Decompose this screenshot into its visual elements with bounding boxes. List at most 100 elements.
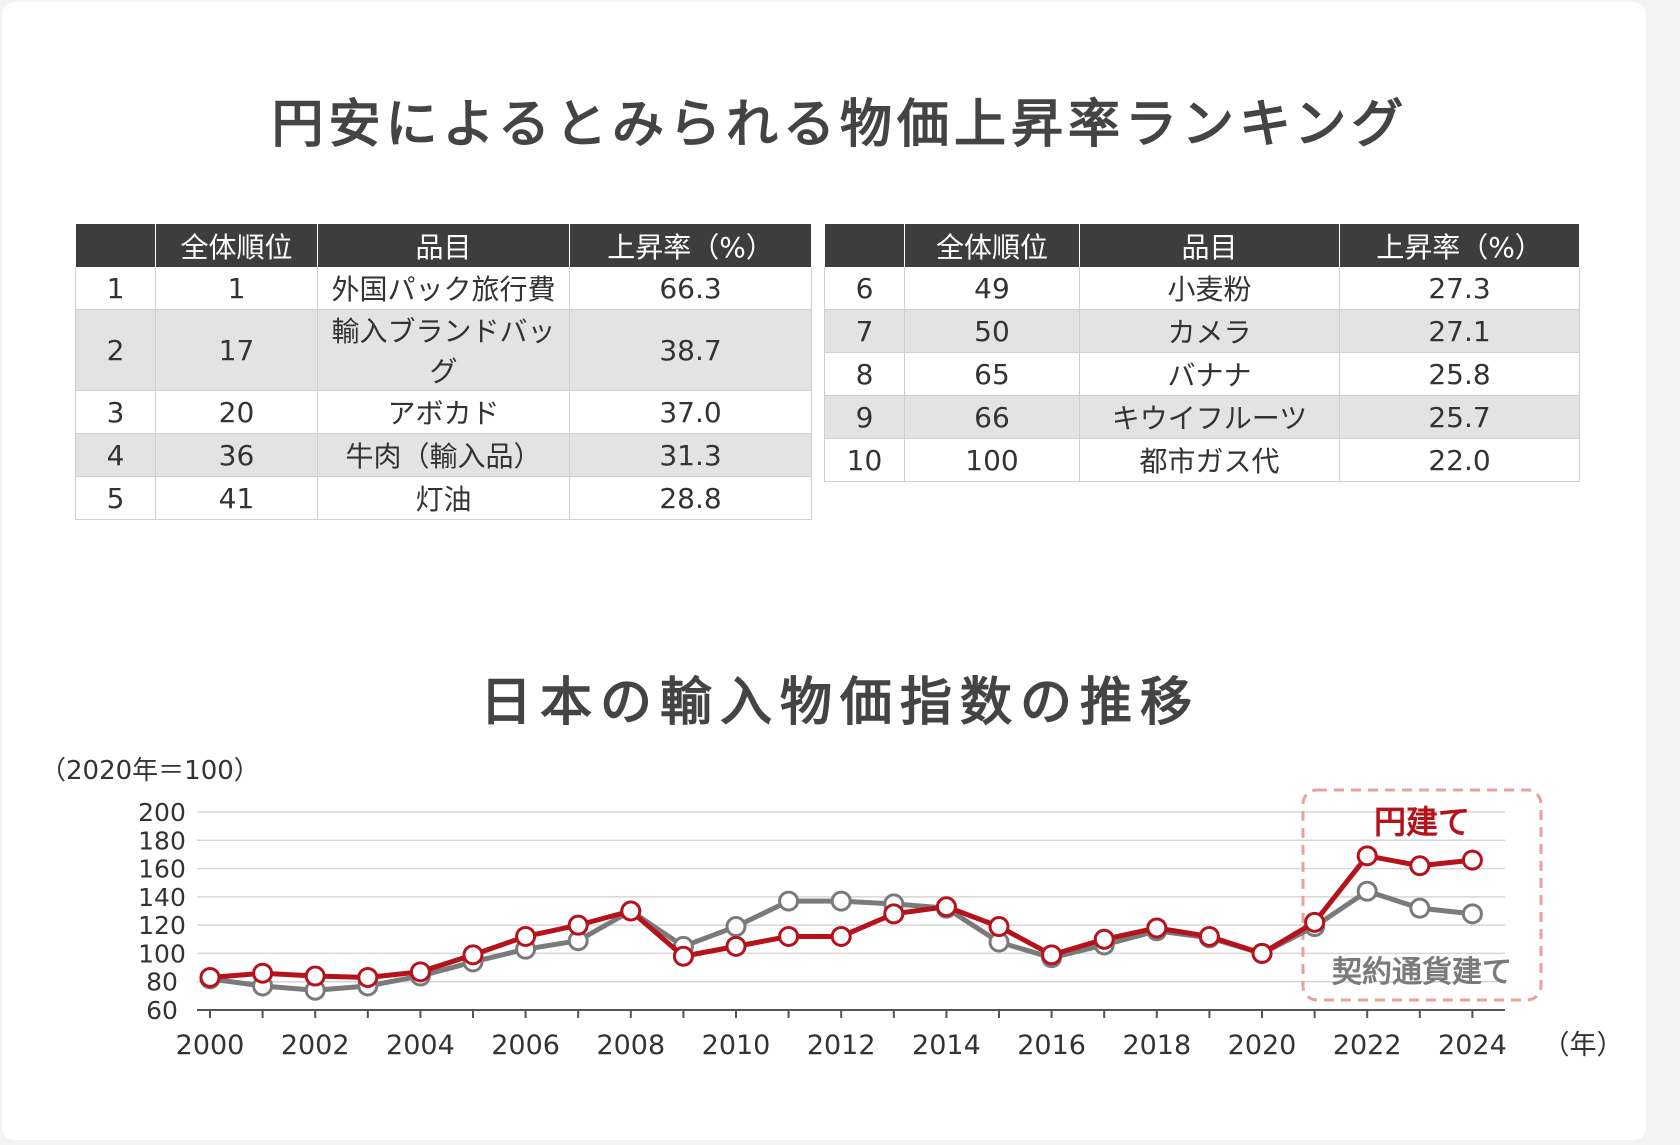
cell-item: バナナ <box>1079 352 1340 396</box>
data-point <box>409 961 431 983</box>
data-point <box>778 890 800 912</box>
x-axis-unit-label: （年） <box>1543 1030 1624 1061</box>
cell-rank: 49 <box>904 267 1080 310</box>
header-index <box>824 224 905 267</box>
data-point <box>1251 942 1273 964</box>
cell-rank: 1 <box>155 267 318 310</box>
cell-rate: 27.3 <box>1339 267 1580 310</box>
highlight-box <box>1301 788 1543 1002</box>
yen-series <box>199 845 1483 988</box>
table-row: 2 17 輸入ブランドバッグ 38.7 <box>75 309 812 391</box>
header-rate: 上昇率（%） <box>1339 224 1580 267</box>
series-line <box>209 853 1473 980</box>
y-tick-label: 120 <box>138 911 186 940</box>
ranking-table-right: 全体順位 品目 上昇率（%） 6 49 小麦粉 27.3 7 50 カメラ 27.1 8 65… <box>824 224 1580 482</box>
data-point <box>252 962 274 984</box>
data-point <box>883 903 905 925</box>
data-point <box>1356 880 1378 902</box>
card <box>2 2 1646 1140</box>
cell-index: 2 <box>75 309 156 391</box>
header-overall-rank: 全体順位 <box>904 224 1080 267</box>
cell-rate: 22.0 <box>1339 438 1580 482</box>
data-point <box>304 965 326 987</box>
table-row: 1 1 外国パック旅行費 66.3 <box>75 267 812 310</box>
table-row: 7 50 カメラ 27.1 <box>824 309 1580 353</box>
data-point <box>199 966 221 988</box>
data-point <box>1409 855 1431 877</box>
cell-rank: 65 <box>904 352 1080 396</box>
cell-rank: 100 <box>904 438 1080 482</box>
header-item: 品目 <box>317 224 570 267</box>
cell-index: 10 <box>824 438 905 482</box>
data-point <box>462 944 484 966</box>
data-point <box>725 916 747 938</box>
x-tick-label: 2000 <box>176 1030 245 1061</box>
table-row: 6 49 小麦粉 27.3 <box>824 267 1580 310</box>
table-row: 4 36 牛肉（輸入品） 31.3 <box>75 433 812 477</box>
data-point <box>1409 897 1431 919</box>
cell-item: 牛肉（輸入品） <box>317 433 570 477</box>
cell-rank: 17 <box>155 309 318 391</box>
data-point <box>725 935 747 957</box>
y-tick-label: 100 <box>138 939 186 968</box>
x-tick-label: 2016 <box>1017 1030 1086 1061</box>
table-header-row: 全体順位 品目 上昇率（%） <box>824 224 1580 267</box>
x-tick-label: 2006 <box>491 1030 560 1061</box>
data-point <box>357 966 379 988</box>
cell-rank: 66 <box>904 395 1080 439</box>
data-point <box>935 896 957 918</box>
table-row: 5 41 灯油 28.8 <box>75 476 812 520</box>
data-point <box>1356 845 1378 867</box>
header-overall-rank: 全体順位 <box>155 224 318 267</box>
cell-item: 輸入ブランドバッグ <box>317 309 570 391</box>
cell-rate: 38.7 <box>569 309 812 391</box>
x-tick-label: 2024 <box>1438 1030 1507 1061</box>
cell-item: 灯油 <box>317 476 570 520</box>
ranking-table-left: 全体順位 品目 上昇率（%） 1 1 外国パック旅行費 66.3 2 17 輸入ブランドバ… <box>75 224 812 520</box>
x-tick-label: 2002 <box>281 1030 350 1061</box>
cell-rate: 27.1 <box>1339 309 1580 353</box>
x-tick-label: 2010 <box>702 1030 771 1061</box>
data-point <box>1304 911 1326 933</box>
y-tick-label: 60 <box>146 996 178 1025</box>
data-point <box>567 914 589 936</box>
data-point <box>1146 917 1168 939</box>
x-tick-label: 2022 <box>1333 1030 1402 1061</box>
x-tick-label: 2020 <box>1228 1030 1297 1061</box>
cell-index: 5 <box>75 476 156 520</box>
table-row: 8 65 バナナ 25.8 <box>824 352 1580 396</box>
cell-item: カメラ <box>1079 309 1340 353</box>
x-tick-label: 2018 <box>1122 1030 1191 1061</box>
cell-index: 9 <box>824 395 905 439</box>
table-header-row: 全体順位 品目 上昇率（%） <box>75 224 812 267</box>
cell-rank: 36 <box>155 433 318 477</box>
y-tick-label: 80 <box>146 968 178 997</box>
data-point <box>830 890 852 912</box>
cell-rank: 20 <box>155 390 318 434</box>
y-tick-label: 160 <box>138 855 186 884</box>
header-item: 品目 <box>1079 224 1340 267</box>
cell-item: 外国パック旅行費 <box>317 267 570 310</box>
cell-rate: 25.7 <box>1339 395 1580 439</box>
cell-rank: 41 <box>155 476 318 520</box>
cell-rate: 37.0 <box>569 390 812 434</box>
cell-index: 4 <box>75 433 156 477</box>
data-point <box>988 916 1010 938</box>
cell-index: 8 <box>824 352 905 396</box>
cell-item: 都市ガス代 <box>1079 438 1340 482</box>
x-tick-label: 2014 <box>912 1030 981 1061</box>
data-point <box>1198 925 1220 947</box>
cell-rate: 66.3 <box>569 267 812 310</box>
data-point <box>1041 944 1063 966</box>
cell-item: 小麦粉 <box>1079 267 1340 310</box>
data-point <box>1093 928 1115 950</box>
x-tick-label: 2012 <box>807 1030 876 1061</box>
cell-index: 7 <box>824 309 905 353</box>
ranking-title: 円安によるとみられる物価上昇率ランキング <box>271 95 1409 155</box>
data-point <box>1461 849 1483 871</box>
cell-rate: 31.3 <box>569 433 812 477</box>
y-tick-label: 200 <box>138 798 186 827</box>
table-row: 9 66 キウイフルーツ 25.7 <box>824 395 1580 439</box>
chart-title: 日本の輸入物価指数の推移 <box>479 673 1200 733</box>
